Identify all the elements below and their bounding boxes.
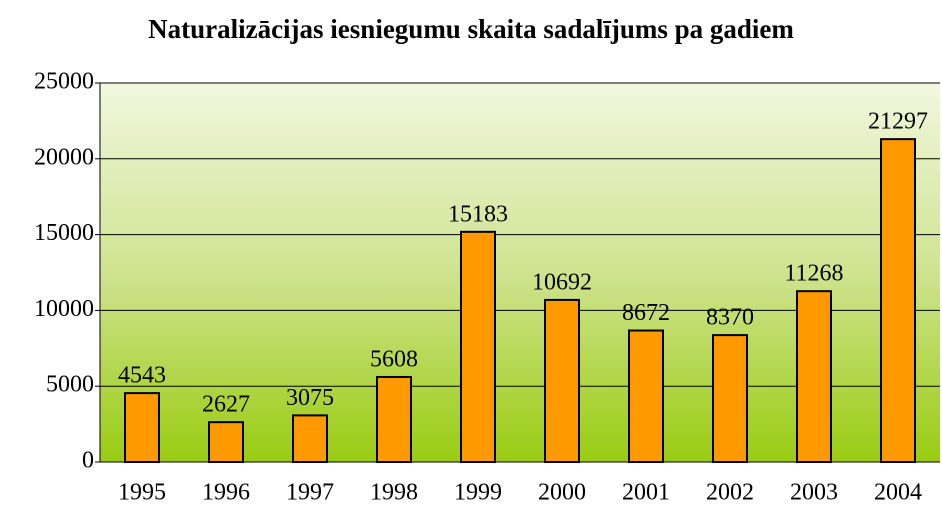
x-tick-label: 1998 [370, 480, 418, 505]
bar [628, 329, 664, 463]
x-tick-label: 1996 [202, 480, 250, 505]
data-label: 3075 [286, 385, 334, 411]
bar [544, 298, 580, 463]
data-label: 8370 [706, 305, 754, 331]
y-tick-label: 20000 [34, 144, 94, 170]
data-label: 11268 [784, 261, 843, 287]
bar [712, 334, 748, 464]
x-tick-label: 2000 [538, 480, 586, 505]
data-label: 4543 [118, 363, 166, 389]
x-tick-label: 1995 [118, 480, 166, 505]
data-label: 2627 [202, 392, 250, 418]
data-label: 10692 [532, 269, 592, 295]
bar [796, 290, 832, 463]
data-label: 8672 [622, 300, 670, 326]
y-tick-label: 10000 [34, 296, 94, 322]
data-label: 5608 [370, 346, 418, 372]
x-tick-label: 2004 [874, 480, 922, 505]
bar [460, 230, 496, 463]
bar [292, 414, 328, 463]
x-tick-label: 1997 [286, 480, 334, 505]
x-tick-label: 2003 [790, 480, 838, 505]
chart-title: Naturalizācijas iesniegumu skaita sadalī… [148, 14, 794, 44]
bar [124, 392, 160, 463]
bar [880, 138, 916, 463]
x-tick-label: 2001 [622, 480, 670, 505]
data-label: 15183 [448, 201, 508, 227]
x-tick-label: 1999 [454, 480, 502, 505]
y-tick-label: 15000 [34, 220, 94, 246]
x-tick-label: 2002 [706, 480, 754, 505]
y-tick-label: 0 [82, 448, 94, 474]
y-tick-label: 25000 [34, 69, 94, 95]
y-tick-label: 5000 [46, 372, 94, 398]
bar [208, 421, 244, 464]
data-label: 21297 [868, 109, 928, 135]
bar [376, 375, 412, 464]
